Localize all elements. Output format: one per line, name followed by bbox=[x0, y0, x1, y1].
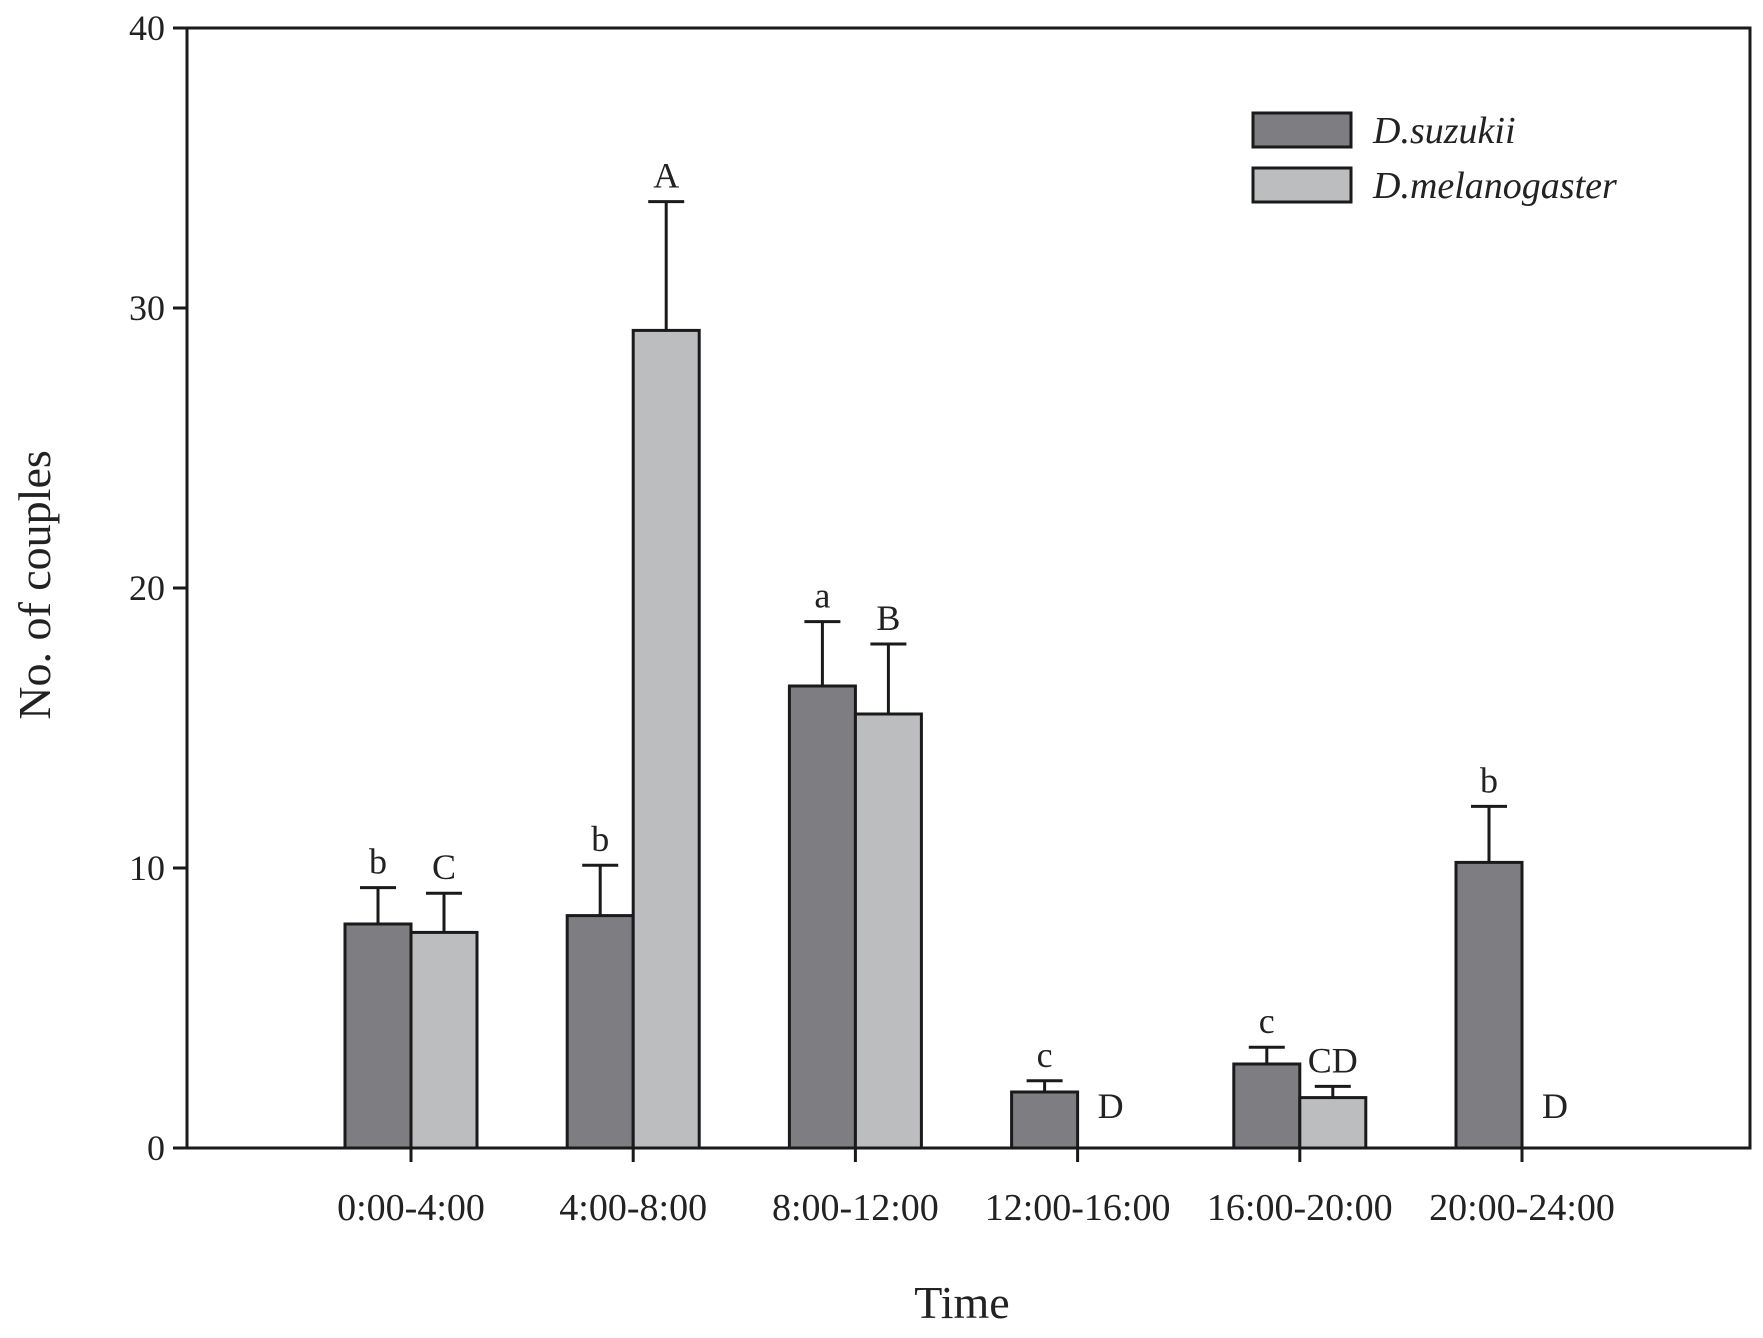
x-tick-label: 20:00-24:00 bbox=[1429, 1187, 1615, 1229]
significance-label: c bbox=[1259, 1001, 1275, 1041]
significance-label: B bbox=[876, 598, 900, 638]
bar-d-suzukii bbox=[787, 684, 857, 1150]
significance-label: C bbox=[432, 847, 456, 887]
legend-swatch bbox=[1251, 111, 1353, 149]
legend-swatch bbox=[1251, 166, 1353, 204]
bar-d-suzukii bbox=[565, 914, 635, 1150]
x-tick-label: 12:00-16:00 bbox=[985, 1187, 1171, 1229]
bar-d-suzukii bbox=[1232, 1062, 1302, 1150]
legend-label: D.suzukii bbox=[1372, 110, 1516, 152]
bar-d-suzukii bbox=[1010, 1090, 1080, 1150]
y-tick-label: 10 bbox=[129, 848, 165, 888]
significance-label: b bbox=[1480, 760, 1498, 800]
x-tick-label: 0:00-4:00 bbox=[337, 1187, 485, 1229]
y-tick-label: 0 bbox=[147, 1128, 165, 1168]
bar-d-melanogaster bbox=[1298, 1096, 1368, 1150]
x-tick-label: 16:00-20:00 bbox=[1207, 1187, 1393, 1229]
significance-label: A bbox=[653, 156, 679, 196]
y-axis-title: No. of couples bbox=[9, 450, 60, 720]
significance-label: a bbox=[814, 576, 830, 616]
legend-label: D.melanogaster bbox=[1372, 165, 1617, 207]
significance-label: b bbox=[369, 842, 387, 882]
significance-label: D bbox=[1098, 1086, 1124, 1126]
x-tick-label: 8:00-12:00 bbox=[772, 1187, 939, 1229]
x-axis-title: Time bbox=[914, 1277, 1009, 1328]
bar-d-melanogaster bbox=[409, 930, 479, 1150]
significance-label: D bbox=[1542, 1086, 1568, 1126]
plot-layer: 0 10 20 30 40 0:00-4:00 b C 4:00-8:00 b A 8:00-12:0… bbox=[129, 8, 1752, 1229]
y-tick-label: 30 bbox=[129, 288, 165, 328]
x-tick-label: 4:00-8:00 bbox=[559, 1187, 707, 1229]
bar-d-melanogaster bbox=[631, 328, 701, 1150]
significance-label: c bbox=[1037, 1035, 1053, 1075]
significance-label: CD bbox=[1308, 1040, 1358, 1080]
bar-d-suzukii bbox=[343, 922, 413, 1150]
bar-d-suzukii bbox=[1454, 860, 1524, 1150]
bar-d-melanogaster bbox=[853, 712, 923, 1150]
significance-label: b bbox=[591, 819, 609, 859]
y-tick-label: 20 bbox=[129, 568, 165, 608]
y-tick-label: 40 bbox=[129, 8, 165, 48]
